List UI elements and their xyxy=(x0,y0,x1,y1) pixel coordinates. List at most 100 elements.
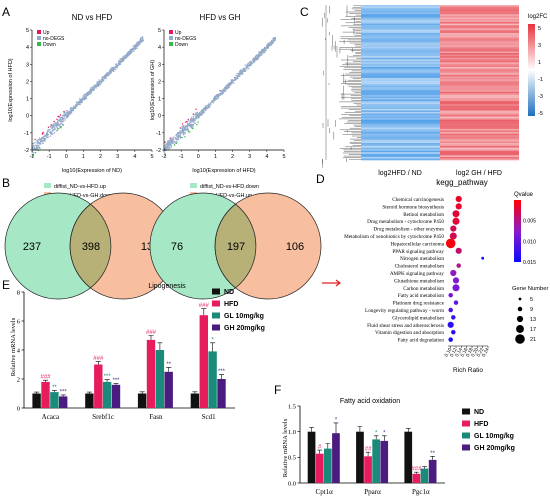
gene-number-legend-dot xyxy=(517,306,523,312)
scatter-point xyxy=(38,137,41,139)
bar-e-legend: ND HFD GL 10mg/kg GH 20mg/kg xyxy=(212,288,265,332)
bar xyxy=(59,396,68,408)
y-tick-label: -2 xyxy=(156,148,161,154)
heatmap-cell xyxy=(440,46,519,49)
scatter-point xyxy=(164,145,166,147)
heatmap-cell xyxy=(361,96,440,99)
scatter-point xyxy=(179,127,181,130)
scatter-point xyxy=(248,67,250,70)
scatter-point xyxy=(260,54,262,56)
scatter-point xyxy=(193,118,195,121)
x-tick-label: -2 xyxy=(162,154,167,160)
heatmap-cell xyxy=(440,37,519,40)
bar xyxy=(155,350,165,408)
gene-number-legend-dot xyxy=(518,297,522,301)
scatter-point xyxy=(188,119,190,121)
scatter-title-2: HFD vs GH xyxy=(200,13,241,22)
scatter-point xyxy=(177,134,180,137)
scatter-point xyxy=(116,67,119,69)
scatter-point xyxy=(173,144,176,146)
x-tick-label: -2 xyxy=(30,154,35,160)
scatter-point xyxy=(184,128,186,131)
heatmap-cell xyxy=(440,118,519,120)
heatmap-cell xyxy=(440,101,519,103)
scatter-point xyxy=(119,63,122,65)
scatter-point xyxy=(94,85,96,87)
heatmap-cell xyxy=(440,124,519,127)
bar xyxy=(420,468,429,483)
heatmap-cell xyxy=(440,39,519,41)
scatter-point xyxy=(189,125,192,127)
kegg-dot xyxy=(481,256,485,260)
scatter-point xyxy=(217,93,220,96)
scatter-point xyxy=(70,106,72,109)
scatter-point xyxy=(119,58,121,60)
scatter-point xyxy=(122,55,124,58)
scatter-point xyxy=(49,135,52,137)
error-bar xyxy=(43,379,49,382)
significance-label: *** xyxy=(112,378,120,384)
heatmap-cell xyxy=(361,42,440,45)
scatter-point xyxy=(78,101,80,103)
significance-label: ### xyxy=(93,356,104,362)
scatter-point xyxy=(132,45,134,47)
scatter-point xyxy=(227,84,229,86)
bar-f-ylabel: Relative mRNA levels xyxy=(282,418,289,477)
scatter-point xyxy=(195,113,197,115)
gene-number-legend: Gene Number 5 9 13 17 21 xyxy=(512,286,548,344)
heatmap-cell xyxy=(440,127,519,130)
scatter-point xyxy=(31,155,34,157)
scatter-point xyxy=(192,125,194,128)
scatter-point xyxy=(225,87,227,90)
venn2-overlap-count: 197 xyxy=(227,241,245,253)
scatter-point xyxy=(186,125,188,127)
scatter-point xyxy=(167,142,169,145)
heatmap-cell xyxy=(361,111,440,114)
scatter-point xyxy=(268,42,270,45)
heatmap-cell xyxy=(440,153,519,156)
y-tick-label: 6 xyxy=(17,318,21,325)
scatter-point xyxy=(179,133,182,135)
scatter-point xyxy=(222,89,224,91)
scatter-point xyxy=(126,54,129,56)
heatmap-cell xyxy=(440,133,519,136)
heatmap-col-label-1: log2HFD / ND xyxy=(378,170,422,177)
scatter-point xyxy=(47,130,50,132)
heatmap-cell xyxy=(440,144,519,147)
scatter-point xyxy=(197,114,199,116)
heatmap-cell xyxy=(440,59,519,62)
scatter-point xyxy=(135,47,137,49)
error-bar xyxy=(95,361,101,365)
x-category-label: Scd1 xyxy=(202,413,217,421)
scatter-point xyxy=(258,52,261,54)
scatter-point xyxy=(252,58,254,60)
scatter-point xyxy=(34,152,37,154)
heatmap-cell xyxy=(361,93,440,96)
scatter-point xyxy=(261,48,264,50)
heatmap-cell xyxy=(440,14,519,17)
scatter-point xyxy=(221,92,223,94)
scatter-point xyxy=(48,129,51,131)
heatmap-cell xyxy=(440,67,519,69)
kegg-pathway-label: Metabolism of xenobiotics by cytochrome … xyxy=(344,233,444,240)
scatter-point xyxy=(85,93,88,95)
scatter-point xyxy=(39,143,41,145)
scatter-point xyxy=(213,98,215,101)
scatter-point xyxy=(101,79,104,81)
scatter-point xyxy=(198,111,201,114)
scatter-point xyxy=(171,140,173,142)
heatmap-cell xyxy=(361,105,440,108)
kegg-pathway-label: Hepatocellular carcinoma xyxy=(391,241,445,247)
scatter-point xyxy=(267,43,269,45)
panel-c: log2HFD / ND log2 GH / HFD log2FC 5 3 1 -1 -… xyxy=(322,5,548,177)
heatmap-cell xyxy=(361,65,440,68)
heatmap-cell xyxy=(361,17,440,20)
scatter-point xyxy=(196,111,199,114)
error-bar xyxy=(210,342,216,352)
highlight-arrow-icon xyxy=(322,279,341,287)
kegg-pathway-label: AMPK signaling pathway xyxy=(390,271,445,277)
heatmap-cell xyxy=(440,158,519,161)
heatmap-cell xyxy=(361,90,440,93)
kegg-x-tick-label: 0.14 xyxy=(454,347,464,358)
scatter-point xyxy=(65,117,67,119)
